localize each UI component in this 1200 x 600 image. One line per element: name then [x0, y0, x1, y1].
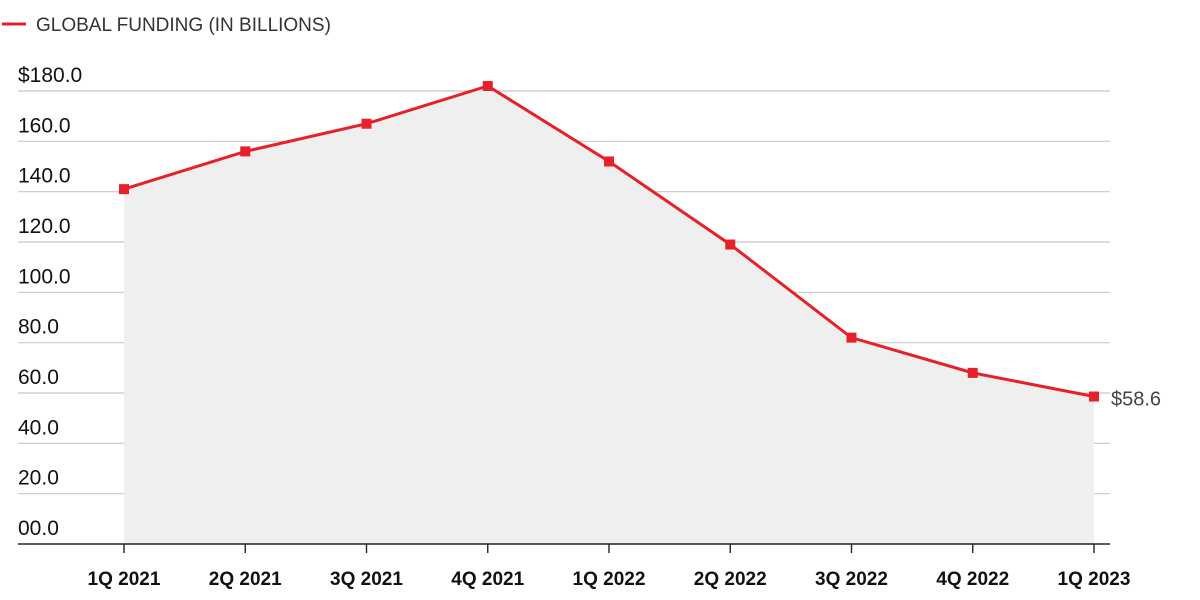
- data-point: [119, 184, 129, 195]
- x-tick-label: 1Q 2021: [88, 569, 161, 590]
- x-tick-label: 3Q 2021: [330, 569, 403, 590]
- y-tick-label: 80.0: [18, 316, 59, 339]
- y-axis-tick-labels: 00.0 20.0 40.0 60.0 80.0 100.0 120.0 140.0 160.0…: [18, 64, 82, 540]
- x-tick-label: 1Q 2023: [1058, 569, 1131, 590]
- x-tick-label: 2Q 2022: [694, 569, 767, 590]
- y-tick-label: 20.0: [18, 467, 59, 490]
- y-tick-label: 00.0: [18, 517, 59, 540]
- data-point: [967, 367, 978, 378]
- x-tick-label: 2Q 2021: [209, 569, 282, 590]
- series-points: [119, 80, 1099, 402]
- x-tick-label: 1Q 2022: [573, 569, 646, 590]
- y-tick-label: 160.0: [18, 114, 71, 137]
- x-axis-ticks: 1Q 2021 2Q 2021 3Q 2021 4Q 2021 1Q 2022 2Q 20…: [88, 544, 1131, 590]
- y-tick-label: 40.0: [18, 416, 59, 439]
- data-point: [846, 332, 857, 343]
- data-point: [482, 80, 493, 91]
- data-point: [240, 146, 251, 157]
- series-area-fill: [124, 85, 1094, 544]
- legend: GLOBAL FUNDING (IN BILLIONS): [2, 15, 331, 36]
- data-point: [361, 118, 372, 129]
- legend-label: GLOBAL FUNDING (IN BILLIONS): [36, 15, 331, 36]
- data-point: [725, 239, 736, 250]
- y-tick-label: 60.0: [18, 366, 59, 389]
- x-tick-label: 3Q 2022: [815, 569, 888, 590]
- y-tick-label: 100.0: [18, 265, 71, 288]
- data-point: [1089, 391, 1099, 402]
- data-point: [604, 156, 614, 167]
- y-tick-label: $180.0: [18, 64, 82, 87]
- y-tick-label: 120.0: [18, 215, 71, 238]
- x-tick-label: 4Q 2022: [936, 569, 1009, 590]
- x-tick-label: 4Q 2021: [451, 569, 524, 590]
- y-tick-label: 140.0: [18, 165, 71, 188]
- end-value-label: $58.6: [1111, 389, 1161, 411]
